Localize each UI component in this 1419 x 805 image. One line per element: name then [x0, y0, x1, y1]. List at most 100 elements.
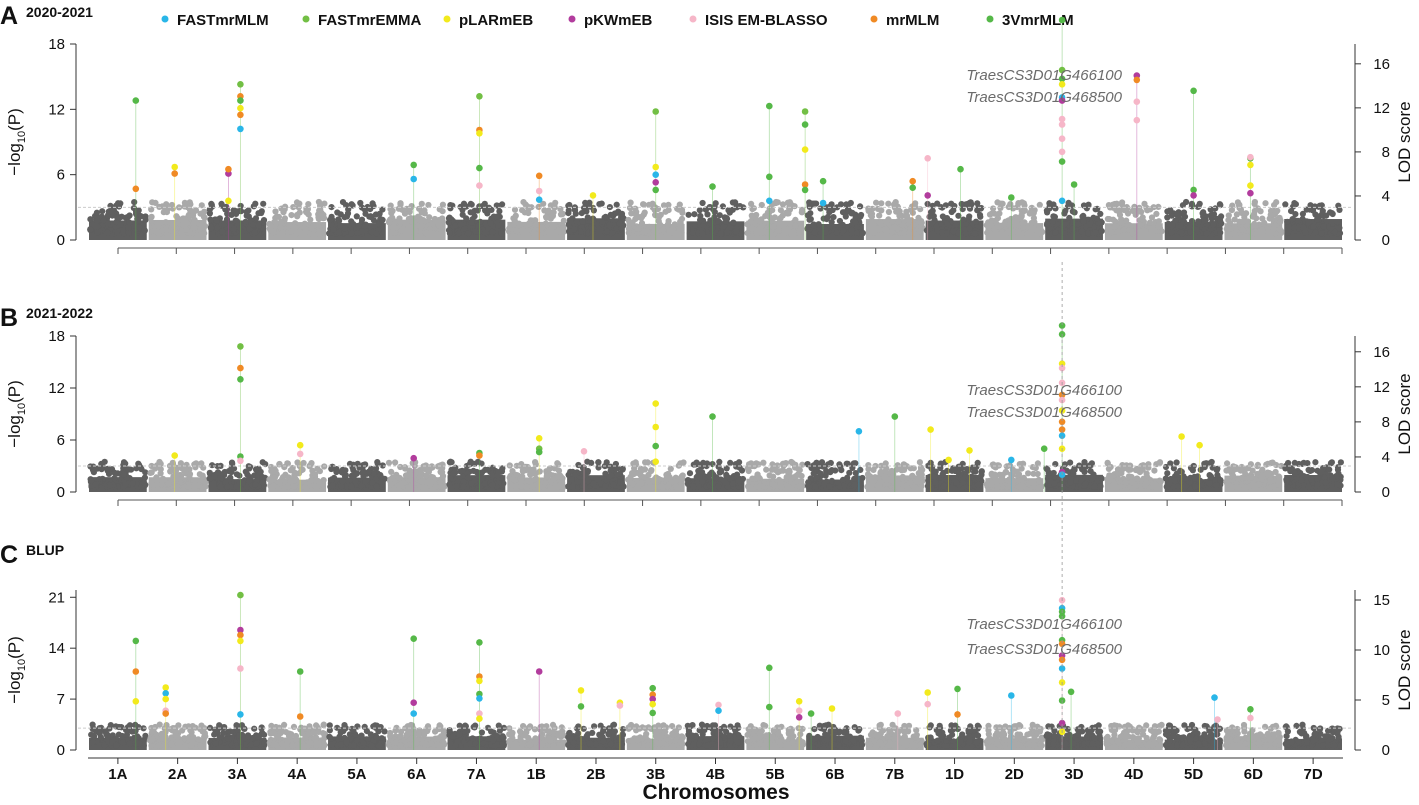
significant-point — [1247, 161, 1254, 169]
background-point — [1128, 479, 1135, 486]
background-point — [182, 742, 189, 749]
background-point — [818, 459, 826, 466]
background-point — [301, 220, 308, 227]
legend-marker — [302, 15, 310, 23]
background-point — [666, 227, 673, 234]
background-point — [181, 735, 188, 742]
background-point — [896, 212, 903, 219]
background-point — [1061, 221, 1068, 228]
background-point — [720, 477, 728, 485]
background-point — [131, 199, 138, 206]
left-axis-title: −log10(P) — [5, 636, 28, 704]
background-point — [1082, 475, 1089, 482]
background-point — [763, 466, 770, 473]
background-point — [1251, 200, 1258, 208]
background-point — [1316, 202, 1323, 209]
background-point — [1314, 475, 1321, 482]
background-point — [586, 203, 593, 210]
panel-letter: B — [0, 304, 18, 332]
background-point — [243, 483, 250, 490]
significant-point — [589, 192, 597, 199]
background-point — [717, 468, 725, 475]
background-point — [175, 741, 182, 748]
background-point — [852, 470, 859, 477]
background-point — [310, 222, 317, 229]
background-point — [370, 470, 377, 477]
background-point — [270, 468, 277, 475]
background-point — [468, 219, 475, 226]
background-point — [657, 483, 665, 490]
significant-point — [1058, 197, 1066, 205]
background-point — [475, 222, 482, 229]
background-point — [487, 220, 494, 227]
background-point — [1136, 228, 1144, 235]
background-point — [197, 742, 204, 749]
background-point — [335, 229, 342, 236]
background-point — [1182, 483, 1189, 490]
background-point — [1104, 476, 1111, 483]
background-point — [120, 230, 128, 237]
background-point — [1259, 226, 1266, 233]
background-point — [598, 200, 605, 207]
background-point — [489, 228, 496, 236]
background-point — [1193, 226, 1200, 233]
background-point — [339, 478, 346, 485]
background-point — [955, 230, 962, 237]
background-point — [580, 725, 587, 732]
background-point — [532, 739, 539, 746]
background-point — [1233, 483, 1240, 490]
background-point — [373, 734, 380, 741]
background-point — [642, 228, 649, 235]
background-point — [550, 209, 557, 216]
background-point — [327, 216, 334, 223]
legend-label: pLARmEB — [459, 12, 533, 29]
background-point — [1196, 477, 1204, 484]
background-point — [439, 201, 446, 208]
significant-point — [801, 121, 809, 128]
legend-item: ISIS EM-BLASSO — [689, 12, 828, 29]
background-point — [392, 739, 399, 746]
background-point — [369, 200, 376, 207]
background-point — [343, 483, 350, 490]
background-point — [354, 229, 361, 237]
background-point — [428, 740, 435, 747]
legend-item: pLARmEB — [443, 12, 533, 29]
background-point — [1117, 483, 1124, 490]
background-point — [871, 229, 878, 236]
background-point — [104, 229, 111, 236]
background-point — [592, 741, 600, 748]
background-point — [1213, 481, 1220, 489]
background-point — [460, 478, 468, 485]
background-point — [207, 216, 214, 223]
background-point — [261, 739, 268, 747]
background-point — [477, 735, 484, 743]
background-point — [1004, 229, 1011, 236]
background-point — [758, 229, 765, 236]
background-point — [1305, 219, 1312, 227]
background-point — [405, 729, 412, 736]
background-point — [113, 742, 120, 749]
background-point — [477, 482, 484, 489]
background-point — [291, 474, 298, 482]
background-point — [1144, 207, 1151, 214]
background-point — [305, 730, 312, 737]
background-point — [94, 229, 101, 236]
background-point — [158, 481, 165, 488]
background-point — [125, 224, 132, 231]
background-point — [312, 483, 319, 490]
left-axis-title-part: 10 — [16, 659, 28, 671]
background-point — [783, 209, 790, 216]
background-point — [216, 734, 223, 741]
background-point — [1104, 459, 1111, 466]
background-point — [641, 209, 648, 216]
background-point — [425, 201, 432, 209]
background-point — [320, 211, 327, 218]
background-point — [1028, 219, 1035, 227]
background-point — [155, 742, 162, 749]
background-point — [337, 222, 344, 229]
background-point — [396, 215, 403, 222]
background-point — [760, 459, 767, 466]
background-point — [678, 483, 685, 490]
background-point — [157, 470, 164, 477]
background-point — [314, 465, 321, 472]
